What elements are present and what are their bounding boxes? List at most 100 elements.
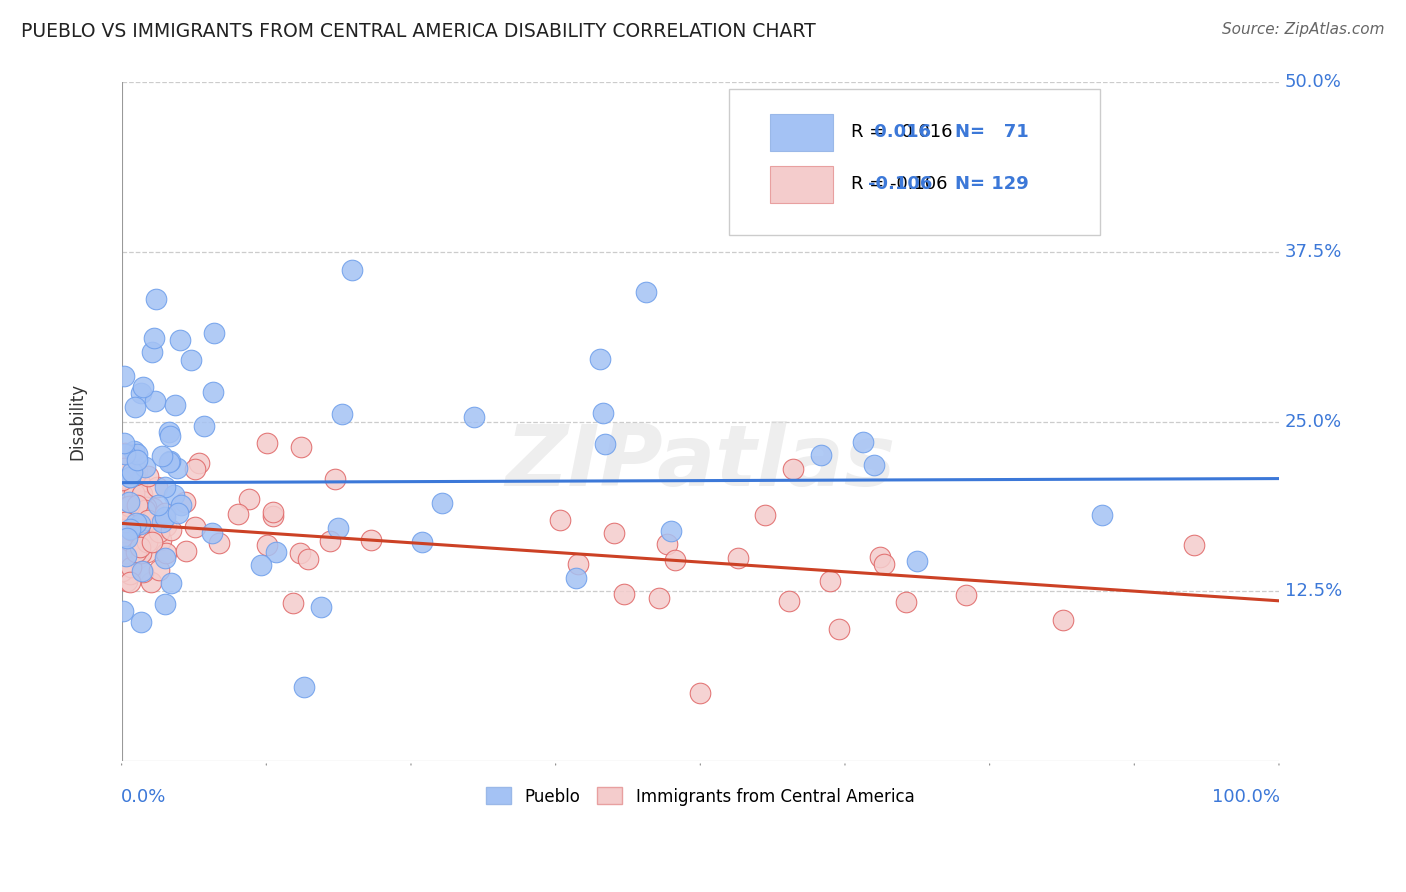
- Point: [115, 530, 138, 544]
- Point: [159, 454, 181, 468]
- Point: [463, 410, 485, 425]
- Text: R =   0.016: R = 0.016: [851, 123, 952, 141]
- Point: [129, 476, 152, 491]
- Point: [157, 425, 180, 439]
- Point: [139, 575, 162, 590]
- Point: [124, 400, 146, 414]
- Point: [290, 440, 312, 454]
- Point: [955, 589, 977, 603]
- Point: [589, 352, 612, 367]
- Point: [111, 466, 134, 480]
- Point: [162, 487, 184, 501]
- Text: R = -0.106: R = -0.106: [851, 175, 948, 193]
- Point: [262, 508, 284, 523]
- Point: [863, 190, 886, 204]
- Point: [114, 447, 136, 461]
- Point: [135, 500, 157, 515]
- Point: [143, 394, 166, 409]
- Point: [1052, 613, 1074, 627]
- Point: [150, 515, 173, 529]
- FancyBboxPatch shape: [769, 166, 834, 202]
- Text: 0.016: 0.016: [868, 123, 931, 141]
- Point: [664, 553, 686, 567]
- Point: [153, 551, 176, 566]
- Text: 50.0%: 50.0%: [1285, 73, 1341, 91]
- Point: [174, 543, 197, 558]
- Point: [146, 480, 169, 494]
- Point: [125, 453, 148, 467]
- Point: [613, 587, 636, 601]
- Point: [593, 437, 616, 451]
- Point: [125, 516, 148, 530]
- Point: [111, 529, 134, 543]
- Point: [180, 353, 202, 368]
- Point: [131, 533, 153, 548]
- Point: [114, 532, 136, 546]
- Point: [634, 285, 657, 300]
- Text: PUEBLO VS IMMIGRANTS FROM CENTRAL AMERICA DISABILITY CORRELATION CHART: PUEBLO VS IMMIGRANTS FROM CENTRAL AMERIC…: [21, 22, 815, 41]
- Point: [411, 534, 433, 549]
- Point: [125, 447, 148, 461]
- Point: [155, 546, 177, 560]
- Point: [111, 604, 134, 618]
- Point: [120, 523, 142, 537]
- Point: [129, 546, 152, 560]
- Point: [288, 545, 311, 559]
- Point: [114, 436, 136, 450]
- Point: [129, 386, 152, 401]
- Point: [184, 520, 207, 534]
- Point: [869, 550, 891, 565]
- Point: [129, 615, 152, 629]
- Point: [118, 494, 141, 508]
- Point: [118, 500, 141, 514]
- Point: [202, 326, 225, 341]
- Point: [111, 516, 134, 530]
- Point: [118, 484, 141, 499]
- Point: [318, 533, 340, 548]
- Point: [118, 525, 141, 540]
- Point: [114, 446, 136, 460]
- Point: [159, 429, 181, 443]
- Point: [727, 551, 749, 566]
- Point: [134, 460, 156, 475]
- Point: [124, 517, 146, 532]
- Point: [118, 522, 141, 536]
- Point: [124, 467, 146, 482]
- Point: [120, 491, 142, 506]
- Point: [118, 560, 141, 574]
- Point: [117, 574, 139, 588]
- Point: [323, 473, 346, 487]
- Text: 100.0%: 100.0%: [1212, 789, 1279, 806]
- Point: [120, 560, 142, 574]
- Point: [159, 576, 181, 591]
- Text: 12.5%: 12.5%: [1285, 582, 1341, 600]
- Text: 25.0%: 25.0%: [1285, 412, 1341, 431]
- Point: [120, 546, 142, 560]
- Point: [262, 505, 284, 519]
- Point: [132, 379, 155, 393]
- Point: [548, 513, 571, 527]
- Point: [159, 523, 181, 537]
- Point: [112, 517, 135, 532]
- Point: [142, 330, 165, 344]
- Point: [128, 540, 150, 554]
- Point: [118, 534, 141, 549]
- Point: [118, 516, 141, 531]
- Point: [117, 526, 139, 541]
- Point: [112, 520, 135, 534]
- Point: [132, 566, 155, 580]
- Point: [111, 531, 134, 545]
- Point: [112, 368, 135, 383]
- Point: [328, 521, 350, 535]
- Point: [120, 523, 142, 537]
- Point: [112, 511, 135, 525]
- Text: N=   71: N= 71: [955, 123, 1029, 141]
- Point: [134, 502, 156, 516]
- Point: [127, 550, 149, 565]
- Point: [111, 473, 134, 487]
- Point: [120, 470, 142, 484]
- Point: [136, 513, 159, 527]
- Point: [124, 486, 146, 500]
- Text: -0.106: -0.106: [868, 175, 932, 193]
- Point: [118, 574, 141, 589]
